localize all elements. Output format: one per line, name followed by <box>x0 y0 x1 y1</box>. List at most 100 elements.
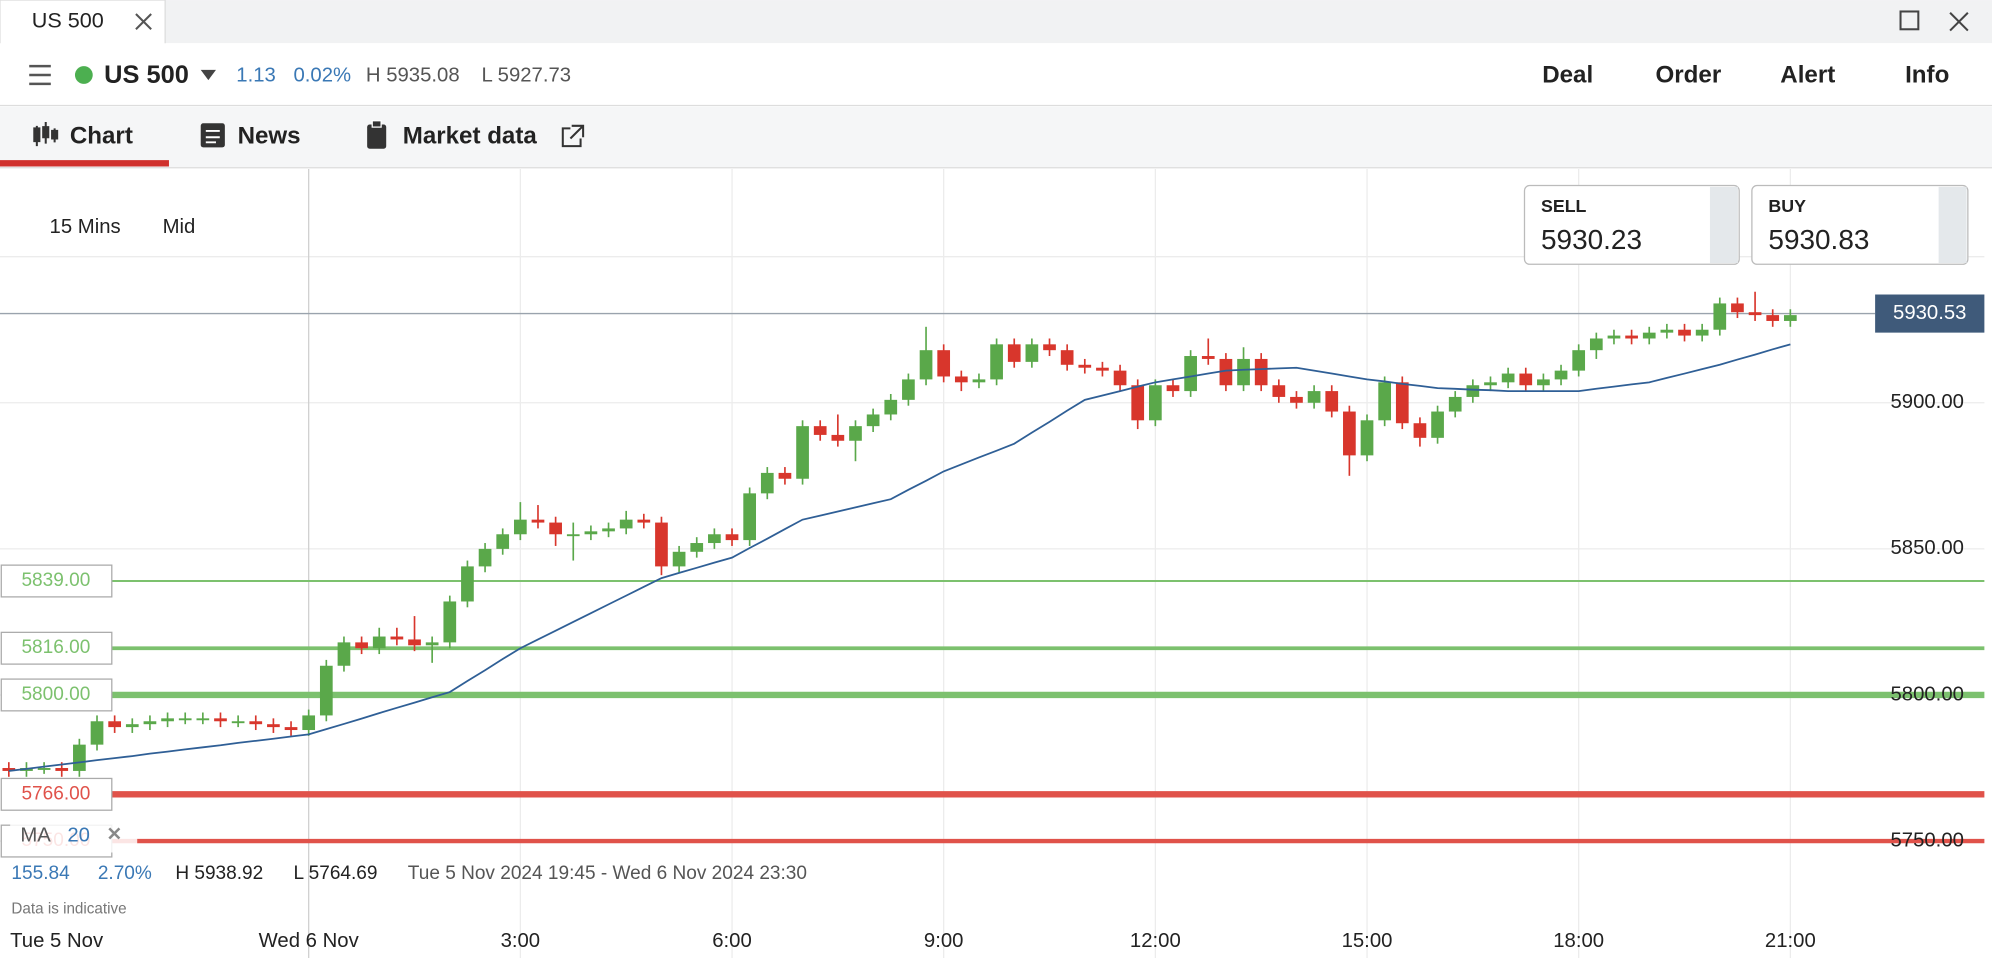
window-tab[interactable] <box>0 0 166 46</box>
candle-body <box>602 528 615 532</box>
candle-body <box>708 534 721 544</box>
maximize[interactable] <box>1899 10 1920 31</box>
candle-body <box>884 399 898 415</box>
candle-body <box>1783 315 1797 321</box>
candle-body <box>1572 350 1586 371</box>
candle-body <box>1431 411 1444 438</box>
tab-chart[interactable]: Chart <box>70 123 133 150</box>
candle-body <box>672 551 686 567</box>
level-label: 5816.00 <box>21 637 90 658</box>
news-icon <box>200 123 225 148</box>
level-label: 5766.00 <box>21 783 90 804</box>
candle-body <box>1395 382 1409 424</box>
candle-body <box>1378 382 1392 421</box>
ma-remove[interactable] <box>108 827 121 840</box>
candle-body <box>267 724 280 728</box>
interval[interactable]: 15 Mins <box>50 216 121 238</box>
candle-body <box>496 534 510 549</box>
candle-body <box>372 636 386 649</box>
candle-body <box>178 718 192 721</box>
candle-body <box>513 519 527 535</box>
candle-body <box>125 724 139 728</box>
candle-body <box>1713 303 1727 330</box>
external-link[interactable] <box>561 124 585 148</box>
chart-icon <box>33 122 59 147</box>
candle-body <box>760 472 774 494</box>
deal[interactable]: Deal <box>1542 62 1593 89</box>
candle-body <box>919 350 933 380</box>
candle-body <box>937 350 951 377</box>
x-tick-label: 9:00 <box>924 930 964 952</box>
candle-body <box>408 639 421 646</box>
alert[interactable]: Alert <box>1780 62 1835 89</box>
dropdown[interactable] <box>200 69 216 81</box>
candle-body <box>566 534 580 537</box>
tabs <box>0 106 1992 168</box>
level-label-box <box>0 777 113 811</box>
summary-high: H 5938.92 <box>175 863 263 884</box>
candle-body <box>443 601 457 643</box>
candle-body <box>1625 335 1638 339</box>
candle-body <box>743 493 757 541</box>
x-tick-label: 15:00 <box>1342 930 1393 952</box>
candle-body <box>1731 303 1744 313</box>
candle-body <box>619 519 633 529</box>
candle-body <box>196 718 210 721</box>
close-window[interactable] <box>1949 12 1969 32</box>
close-tab[interactable] <box>135 13 152 30</box>
candle-body <box>972 379 986 383</box>
candle-body <box>1290 396 1303 403</box>
sell-label: SELL <box>1541 196 1587 216</box>
candle-body <box>161 718 174 722</box>
x-start-label: Tue 5 Nov <box>10 930 104 952</box>
buy-label: BUY <box>1768 196 1806 216</box>
candle-body <box>214 718 227 722</box>
buy-button[interactable] <box>1751 184 1969 265</box>
status-dot <box>74 66 93 84</box>
candle-body <box>55 768 69 771</box>
candle-body <box>1413 423 1427 438</box>
candle-body <box>690 543 704 552</box>
summary-change: 155.84 <box>11 863 70 884</box>
instrument[interactable]: US 500 <box>104 61 189 89</box>
candle-body <box>478 548 492 567</box>
candle-body <box>108 721 122 728</box>
candle-body <box>1519 373 1533 386</box>
level-label: 5839.00 <box>21 570 90 591</box>
level-label-box <box>0 564 113 598</box>
buy-price: 5930.83 <box>1768 224 1869 255</box>
candle-body <box>37 768 51 770</box>
y-tick-label: 5750.00 <box>1890 829 1963 851</box>
candle-body <box>143 721 157 725</box>
candle-body <box>90 721 104 745</box>
candle-body <box>1166 385 1180 392</box>
candle-body <box>954 376 968 383</box>
summary-low: L 5764.69 <box>293 863 377 884</box>
candle-body <box>1589 338 1603 351</box>
info[interactable]: Info <box>1905 62 1949 89</box>
candle-body <box>2 768 16 771</box>
candle-body <box>1343 411 1356 456</box>
sell-button[interactable] <box>1523 184 1740 265</box>
tab-market-data[interactable]: Market data <box>403 123 538 150</box>
candle-body <box>1325 391 1339 412</box>
buy-shade <box>1938 186 1967 264</box>
summary-range: Tue 5 Nov 2024 19:45 - Wed 6 Nov 2024 23… <box>408 863 807 884</box>
candle-body <box>1695 329 1709 336</box>
x-tick-label: 18:00 <box>1553 930 1604 952</box>
candle-body <box>1043 344 1056 351</box>
order[interactable]: Order <box>1656 62 1722 89</box>
candle-body <box>1660 329 1674 333</box>
candle-body <box>319 665 333 716</box>
price-type[interactable]: Mid <box>163 216 196 238</box>
tab-news[interactable]: News <box>238 123 301 150</box>
level-label-box <box>0 631 113 665</box>
candle-body <box>531 519 545 523</box>
x-tick-label: 21:00 <box>1765 930 1816 952</box>
candle-body <box>584 531 598 535</box>
menu[interactable] <box>29 64 51 86</box>
candle-body <box>1307 391 1321 403</box>
candle-body <box>637 519 651 523</box>
